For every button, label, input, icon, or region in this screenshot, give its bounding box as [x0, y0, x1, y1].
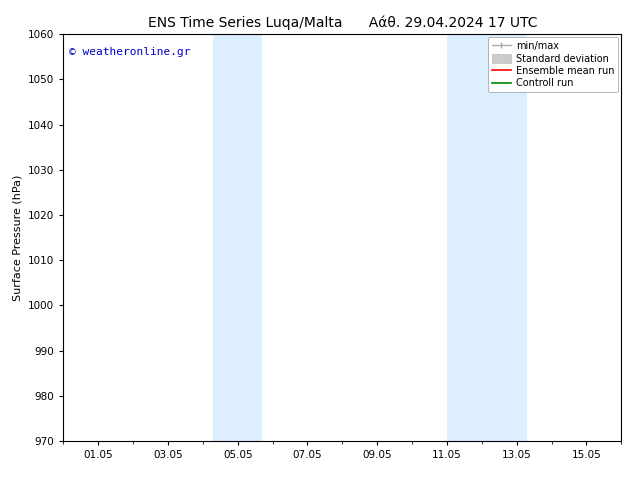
Legend: min/max, Standard deviation, Ensemble mean run, Controll run: min/max, Standard deviation, Ensemble me… — [488, 37, 618, 92]
Title: ENS Time Series Luqa/Malta      Αάθ. 29.04.2024 17 UTC: ENS Time Series Luqa/Malta Αάθ. 29.04.20… — [148, 16, 537, 30]
Text: © weatheronline.gr: © weatheronline.gr — [69, 47, 190, 56]
Y-axis label: Surface Pressure (hPa): Surface Pressure (hPa) — [13, 174, 23, 301]
Bar — [447, 34, 527, 441]
Bar — [213, 34, 262, 441]
